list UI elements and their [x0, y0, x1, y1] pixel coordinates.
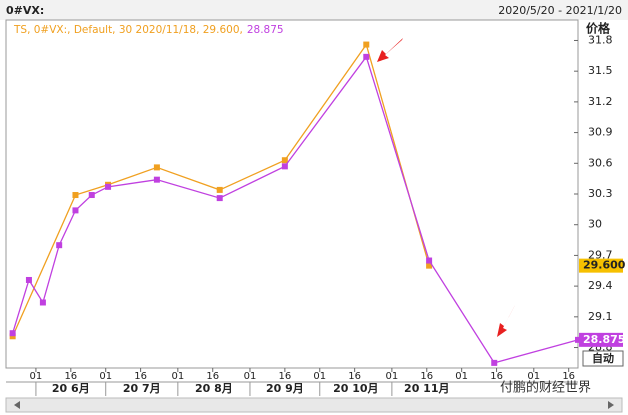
- scroll-right[interactable]: [608, 401, 614, 409]
- marker: [363, 53, 370, 60]
- marker: [216, 195, 223, 202]
- x-tick-label: 16: [278, 371, 291, 382]
- x-tick-label: 16: [64, 371, 77, 382]
- series-line: [12, 43, 430, 337]
- symbol: 0#VX:: [6, 4, 44, 17]
- y-tick-label: 30: [588, 218, 602, 231]
- scale-mode-box[interactable]: [582, 350, 624, 367]
- last-value-tag: [579, 258, 623, 273]
- month-label: 20 7月: [123, 382, 161, 395]
- x-tick-label: 01: [313, 371, 326, 382]
- marker: [153, 164, 160, 171]
- y-tick-label: 29.1: [588, 310, 613, 323]
- marker: [72, 192, 79, 199]
- y-tick-label: 30.3: [588, 187, 613, 200]
- month-label: 20 10月: [333, 382, 378, 395]
- x-tick-label: 01: [99, 371, 112, 382]
- marker: [9, 333, 16, 340]
- x-tick-label: 01: [171, 371, 184, 382]
- x-tick-label: 16: [562, 371, 575, 382]
- marker: [216, 186, 223, 193]
- marker: [491, 359, 498, 366]
- arrow: [377, 38, 403, 62]
- scroll-left[interactable]: [14, 401, 20, 409]
- legend: TS, 0#VX:, Default, 30 2020/11/18, 29.60…: [13, 24, 284, 36]
- y-tick-label: 30.6: [588, 156, 613, 169]
- x-tick-label: 16: [420, 371, 433, 382]
- date-range: 2020/5/20 - 2021/1/20: [498, 4, 622, 17]
- y-axis-label: 价格: [586, 21, 611, 36]
- arrow: [497, 305, 515, 337]
- marker: [281, 157, 288, 164]
- last-value-tag: [579, 332, 623, 347]
- x-tick-label: 16: [206, 371, 219, 382]
- marker: [72, 207, 79, 214]
- last-value-label: 28.875: [583, 333, 625, 346]
- series-line: [12, 55, 579, 364]
- y-tick-label: 31.2: [588, 95, 613, 108]
- last-value-label: 29.600: [583, 259, 626, 272]
- scrollbar[interactable]: [5, 397, 623, 413]
- month-label: 20 9月: [266, 382, 304, 395]
- header-bar: [0, 0, 628, 20]
- x-tick-label: 01: [455, 371, 468, 382]
- marker: [153, 176, 160, 183]
- marker: [25, 276, 32, 283]
- month-label: 20 8月: [195, 382, 233, 395]
- marker: [56, 242, 63, 249]
- y-tick-label: 30.9: [588, 126, 613, 139]
- x-tick-label: 16: [134, 371, 147, 382]
- marker: [9, 330, 16, 337]
- marker: [39, 299, 46, 306]
- y-tick-label: 29.7: [588, 248, 613, 261]
- y-tick-label: 29.4: [588, 279, 613, 292]
- month-label: 20 6月: [52, 382, 90, 395]
- x-tick-label: 01: [386, 371, 399, 382]
- marker: [281, 163, 288, 170]
- x-tick-label: 01: [527, 371, 540, 382]
- x-tick-label: 01: [244, 371, 257, 382]
- y-tick-label: 31.5: [588, 64, 613, 77]
- month-label: 20 11月: [404, 382, 449, 395]
- watermark: 付鹏的财经世界: [500, 380, 591, 396]
- legend-value: 28.875: [247, 24, 284, 36]
- marker: [88, 192, 95, 199]
- marker: [575, 336, 581, 343]
- legend-text: TS, 0#VX:, Default, 30 2020/11/18, 29.60…: [13, 24, 243, 36]
- marker: [105, 183, 112, 190]
- marker: [426, 257, 433, 264]
- scale-mode[interactable]: 自动: [592, 351, 614, 365]
- x-tick-label: 01: [30, 371, 43, 382]
- x-tick-label: 16: [348, 371, 361, 382]
- marker: [363, 41, 370, 48]
- marker: [426, 262, 433, 269]
- x-tick-label: 16: [490, 371, 503, 382]
- y-tick-label: 31.8: [588, 33, 613, 46]
